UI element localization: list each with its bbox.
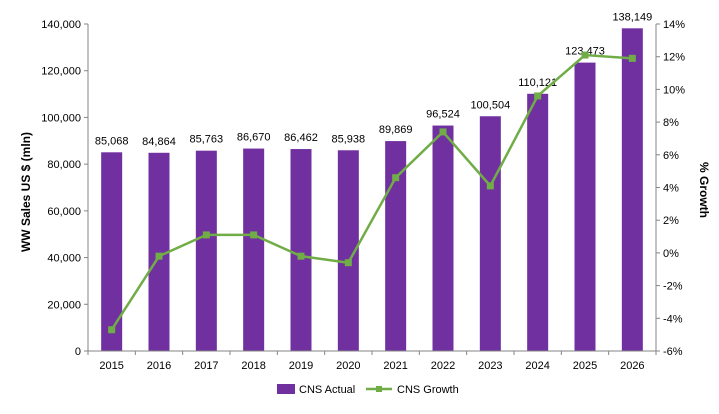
- y-tick-label: 120,000: [41, 66, 81, 78]
- bar-2020: [337, 150, 359, 351]
- growth-marker-2020: [344, 259, 352, 267]
- bar-2018: [243, 148, 265, 351]
- bar-2015: [101, 152, 123, 351]
- growth-marker-2018: [250, 231, 258, 239]
- bar-label-2016: 84,864: [142, 136, 176, 148]
- x-tick-label-2015: 2015: [99, 360, 123, 372]
- bar-label-2020: 85,938: [332, 133, 366, 145]
- bar-label-2017: 85,763: [190, 134, 224, 146]
- x-tick-label-2017: 2017: [194, 360, 218, 372]
- bar-label-2026: 138,149: [612, 11, 652, 23]
- y2-tick-label: 10%: [663, 84, 685, 96]
- y2-tick-label: 4%: [663, 183, 679, 195]
- growth-marker-2025: [581, 51, 589, 59]
- x-tick-label-2023: 2023: [478, 360, 502, 372]
- y2-tick-label: 6%: [663, 150, 679, 162]
- bar-2022: [432, 125, 454, 351]
- bar-2024: [527, 93, 549, 351]
- bar-label-2018: 86,670: [237, 132, 271, 144]
- y2-tick-label: -4%: [663, 313, 683, 325]
- axes-layer: 0 20,000 40,000 60,000 80,000 100,000 120,000 1…: [41, 19, 685, 372]
- growth-marker-2022: [439, 128, 447, 136]
- legend-label-cns-actual: CNS Actual: [299, 384, 355, 396]
- growth-marker-2024: [534, 92, 542, 100]
- y-tick-label: 100,000: [41, 112, 81, 124]
- x-tick-label-2021: 2021: [383, 360, 407, 372]
- legend-swatch-cns-growth-marker: [376, 386, 382, 392]
- bar-label-2023: 100,504: [470, 99, 510, 111]
- y2-tick-label: 8%: [663, 117, 679, 129]
- growth-marker-2023: [486, 182, 494, 190]
- y2-tick-label: 14%: [663, 19, 685, 31]
- line-layer: [108, 51, 636, 334]
- y-tick-label: 20,000: [47, 299, 81, 311]
- y-tick-label: 140,000: [41, 19, 81, 31]
- bar-2026: [621, 28, 643, 352]
- growth-marker-2015: [108, 326, 116, 334]
- y2-tick-label: 12%: [663, 52, 685, 64]
- bar-2021: [385, 141, 407, 351]
- x-tick-label-2025: 2025: [573, 360, 597, 372]
- bar-2023: [479, 116, 501, 351]
- growth-marker-2021: [392, 174, 400, 182]
- y2-tick-label: 2%: [663, 215, 679, 227]
- bar-labels-layer: 85,068 84,864 85,763 86,670 86,462 85,938 89,8…: [95, 11, 652, 147]
- growth-marker-2026: [628, 54, 636, 62]
- bar-2016: [148, 152, 170, 351]
- bar-label-2021: 89,869: [379, 124, 413, 136]
- x-tick-label-2018: 2018: [241, 360, 265, 372]
- x-tick-label-2026: 2026: [620, 360, 644, 372]
- y2-tick-label: -2%: [663, 281, 683, 293]
- x-tick-label-2022: 2022: [431, 360, 455, 372]
- growth-marker-2019: [297, 252, 305, 260]
- legend-swatch-cns-actual: [277, 384, 295, 394]
- bar-label-2024: 110,121: [518, 77, 557, 89]
- x-tick-label-2019: 2019: [289, 360, 313, 372]
- bars-layer: [101, 28, 643, 352]
- y-axis-title: WW Sales US $ (mln): [19, 132, 33, 252]
- bar-2019: [290, 149, 312, 351]
- bar-2017: [195, 150, 217, 351]
- x-tick-label-2024: 2024: [525, 360, 549, 372]
- x-tick-label-2020: 2020: [336, 360, 360, 372]
- bar-label-2015: 85,068: [95, 135, 129, 147]
- y2-tick-label: 0%: [663, 248, 679, 260]
- bar-label-2022: 96,524: [426, 109, 460, 121]
- x-tick-label-2016: 2016: [147, 360, 171, 372]
- y-tick-label: 0: [75, 346, 81, 358]
- y-tick-label: 60,000: [47, 206, 81, 218]
- y-tick-label: 40,000: [47, 253, 81, 265]
- growth-line: [110, 53, 633, 331]
- bar-2025: [574, 62, 596, 351]
- y-tick-label: 80,000: [47, 159, 81, 171]
- growth-marker-2016: [155, 252, 163, 260]
- bar-label-2019: 86,462: [284, 132, 318, 144]
- legend: CNS Actual CNS Growth: [277, 384, 459, 396]
- growth-marker-2017: [202, 231, 210, 239]
- y2-tick-label: -6%: [663, 346, 683, 358]
- legend-label-cns-growth: CNS Growth: [397, 384, 459, 396]
- y2-axis-title: % Growth: [697, 162, 711, 218]
